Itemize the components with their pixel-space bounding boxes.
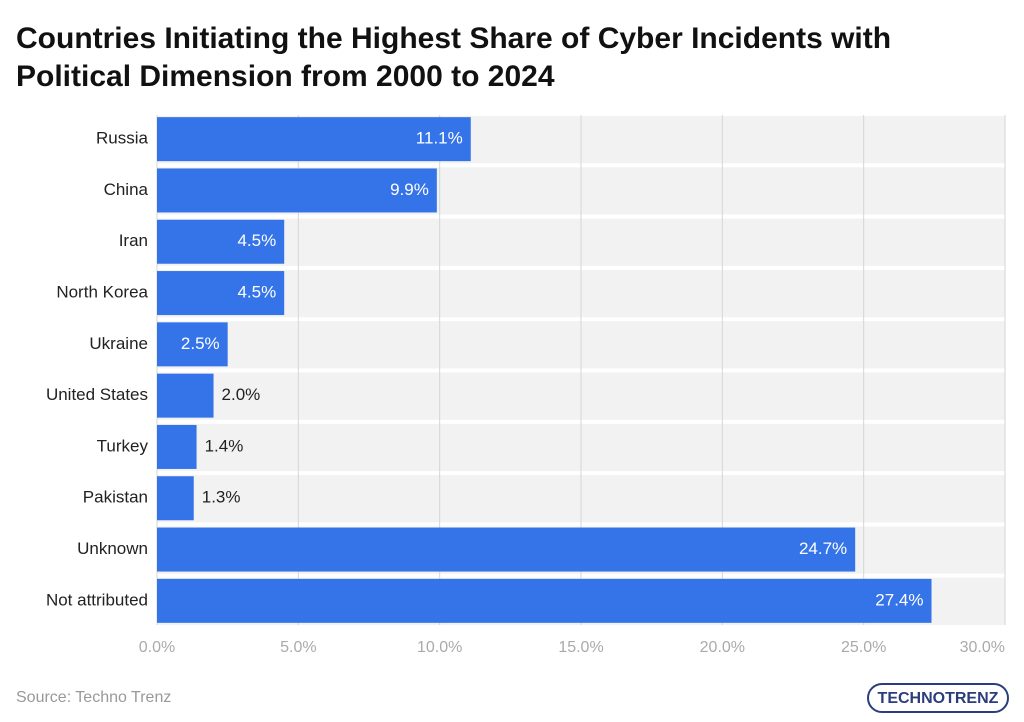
bar [157, 527, 856, 572]
x-tick-label: 30.0% [960, 639, 1005, 656]
chart-title: Countries Initiating the Highest Share o… [16, 22, 891, 93]
x-tick-label: 20.0% [700, 639, 745, 656]
y-tick-label: Not attributed [46, 590, 148, 609]
x-tick-label: 10.0% [417, 639, 462, 656]
x-tick-label: 5.0% [280, 639, 316, 656]
bar [157, 373, 214, 418]
y-tick-label: Pakistan [83, 488, 148, 507]
value-label: 1.4% [205, 436, 244, 455]
y-tick-label: Turkey [97, 436, 149, 455]
y-tick-label: Russia [96, 129, 149, 148]
value-label: 1.3% [202, 488, 241, 507]
source: Source: Techno Trenz [16, 689, 171, 706]
y-tick-label: Ukraine [89, 334, 148, 353]
bar [157, 424, 197, 469]
value-label: 27.4% [875, 590, 923, 609]
x-tick-label: 25.0% [841, 639, 886, 656]
y-tick-label: Iran [119, 231, 148, 250]
y-tick-label: China [104, 180, 149, 199]
x-tick-label: 15.0% [558, 639, 603, 656]
bar [157, 168, 437, 213]
bar [157, 578, 932, 623]
value-label: 4.5% [237, 231, 276, 250]
logo-frame [867, 683, 1009, 713]
value-label: 11.1% [416, 129, 463, 148]
logo: TECHNOTRENZ [878, 690, 999, 707]
bar [157, 476, 194, 521]
bar [157, 271, 285, 316]
y-tick-label: United States [46, 385, 148, 404]
y-tick-label: Unknown [77, 539, 148, 558]
value-label: 2.5% [181, 334, 220, 353]
value-label: 9.9% [390, 180, 429, 199]
value-label: 24.7% [799, 539, 847, 558]
bar [157, 117, 471, 162]
bar [157, 322, 228, 367]
value-label: 4.5% [237, 283, 276, 302]
y-tick-label: North Korea [56, 283, 148, 302]
x-tick-label: 0.0% [139, 639, 175, 656]
value-label: 2.0% [222, 385, 261, 404]
bar [157, 219, 285, 264]
